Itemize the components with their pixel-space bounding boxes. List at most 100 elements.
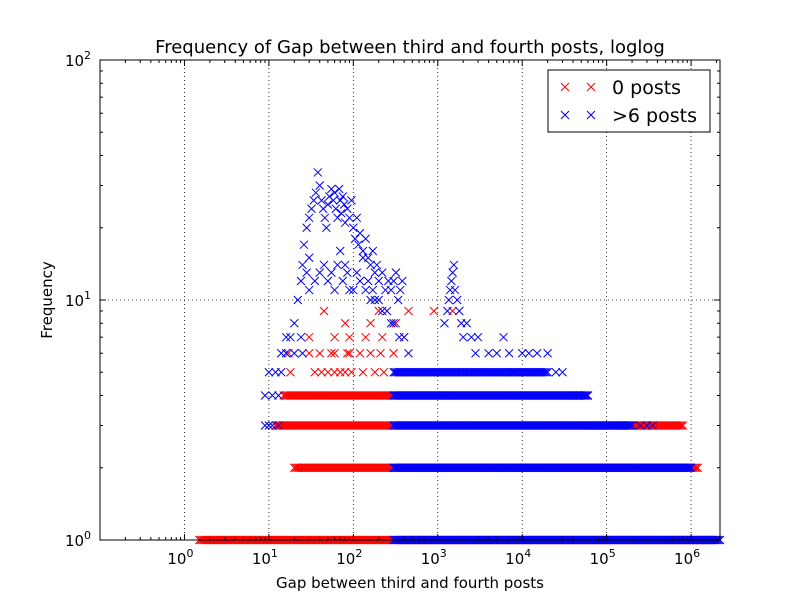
data-point-gt6-posts — [580, 391, 590, 400]
legend-entry-0-posts: 0 posts — [560, 77, 681, 99]
data-point-gt6-posts — [311, 188, 321, 198]
data-point-0-posts — [330, 348, 339, 358]
data-point-gt6-posts — [397, 276, 407, 286]
data-point-gt6-posts — [617, 421, 626, 430]
data-point-gt6-posts — [393, 295, 403, 305]
data-point-gt6-posts — [361, 285, 371, 295]
data-point-gt6-posts — [340, 260, 350, 270]
data-point-0-posts — [389, 348, 398, 358]
x-tick-label: 101 — [252, 547, 278, 568]
data-point-gt6-posts — [304, 213, 314, 223]
data-point-gt6-posts — [345, 213, 354, 223]
data-point-gt6-posts — [313, 168, 323, 177]
data-point-gt6-posts — [686, 463, 696, 473]
data-point-gt6-posts — [452, 295, 462, 305]
data-point-0-posts — [376, 348, 385, 358]
data-point-0-posts — [304, 348, 314, 358]
data-point-gt6-posts — [395, 285, 405, 295]
data-point-gt6-posts — [366, 260, 375, 270]
data-point-gt6-posts — [368, 285, 378, 295]
data-point-gt6-posts — [399, 332, 409, 342]
data-point-gt6-posts — [454, 306, 464, 316]
data-point-gt6-posts — [336, 208, 346, 218]
legend-marker-gt6-posts — [560, 110, 570, 120]
data-point-gt6-posts — [286, 332, 295, 342]
y-tick-label: 102 — [65, 49, 91, 70]
data-point-gt6-posts — [440, 318, 449, 328]
data-point-gt6-posts — [361, 234, 371, 244]
data-point-0-posts — [404, 306, 413, 316]
data-point-gt6-posts — [343, 268, 352, 278]
data-point-gt6-posts — [471, 348, 480, 358]
x-axis-label: Gap between third and fourth posts — [276, 574, 544, 592]
data-point-gt6-posts — [551, 367, 561, 377]
data-point-gt6-posts — [374, 295, 384, 305]
data-point-gt6-posts — [289, 348, 299, 358]
data-point-gt6-posts — [319, 260, 329, 270]
data-point-gt6-posts — [268, 421, 277, 430]
x-tick-label: 104 — [505, 547, 531, 568]
data-point-gt6-posts — [355, 276, 365, 286]
data-point-gt6-posts — [304, 253, 314, 263]
data-point-gt6-posts — [345, 285, 354, 295]
data-point-gt6-posts — [350, 234, 360, 244]
data-point-gt6-posts — [389, 318, 398, 328]
data-point-0-posts — [340, 367, 350, 377]
data-point-gt6-posts — [333, 260, 342, 270]
data-point-gt6-posts — [543, 367, 552, 377]
y-tick-label: 100 — [65, 529, 91, 550]
legend-label-gt6-posts: >6 posts — [612, 105, 697, 127]
data-point-gt6-posts — [444, 295, 454, 305]
data-point-gt6-posts — [581, 391, 591, 400]
data-point-gt6-posts — [315, 181, 325, 190]
x-tick-label: 102 — [336, 547, 362, 568]
data-point-gt6-posts — [264, 421, 274, 430]
data-point-gt6-posts — [338, 276, 348, 286]
data-point-gt6-posts — [302, 223, 311, 233]
data-point-gt6-posts — [443, 306, 452, 316]
data-point-0-posts — [327, 348, 336, 358]
data-point-gt6-posts — [447, 276, 456, 286]
data-point-gt6-posts — [627, 421, 637, 430]
data-point-gt6-posts — [328, 196, 338, 205]
data-point-gt6-posts — [307, 204, 316, 214]
data-point-gt6-posts — [368, 246, 378, 256]
x-tick-label: 100 — [167, 547, 193, 568]
data-point-gt6-posts — [450, 285, 460, 295]
data-point-gt6-posts — [386, 318, 396, 328]
legend-entry-gt6-posts: >6 posts — [560, 105, 697, 127]
axis-ticks: 100 101 102 103 104 105 106 100 101 102 — [65, 49, 720, 568]
data-point-gt6-posts — [366, 295, 375, 305]
data-point-gt6-posts — [372, 260, 382, 270]
data-point-gt6-posts — [260, 391, 270, 400]
data-point-gt6-posts — [589, 421, 598, 430]
data-point-0-posts — [347, 367, 356, 377]
data-point-gt6-posts — [298, 260, 307, 270]
data-point-gt6-posts — [517, 348, 527, 358]
series-gt6-posts — [260, 168, 725, 545]
data-point-gt6-posts — [541, 367, 551, 377]
data-point-gt6-posts — [573, 391, 582, 400]
data-point-0-posts — [345, 348, 354, 358]
data-point-gt6-posts — [320, 213, 330, 223]
data-point-gt6-posts — [449, 260, 459, 270]
data-point-gt6-posts — [484, 348, 493, 358]
data-point-gt6-posts — [352, 213, 362, 223]
data-point-gt6-posts — [448, 268, 457, 278]
data-point-gt6-posts — [302, 268, 311, 278]
data-point-gt6-posts — [339, 200, 349, 209]
data-point-0-posts — [358, 367, 368, 377]
data-point-gt6-posts — [304, 285, 314, 295]
data-point-gt6-posts — [293, 295, 303, 305]
data-point-0-posts — [340, 318, 350, 328]
data-point-0-posts — [366, 348, 375, 358]
data-point-gt6-posts — [492, 348, 502, 358]
data-point-gt6-posts — [583, 391, 593, 400]
data-point-0-posts — [323, 367, 333, 377]
data-point-gt6-posts — [260, 421, 270, 430]
data-point-gt6-posts — [386, 285, 396, 295]
data-point-gt6-posts — [330, 188, 339, 198]
data-point-0-posts — [286, 367, 295, 377]
data-point-gt6-posts — [315, 268, 325, 278]
data-point-gt6-posts — [310, 276, 320, 286]
